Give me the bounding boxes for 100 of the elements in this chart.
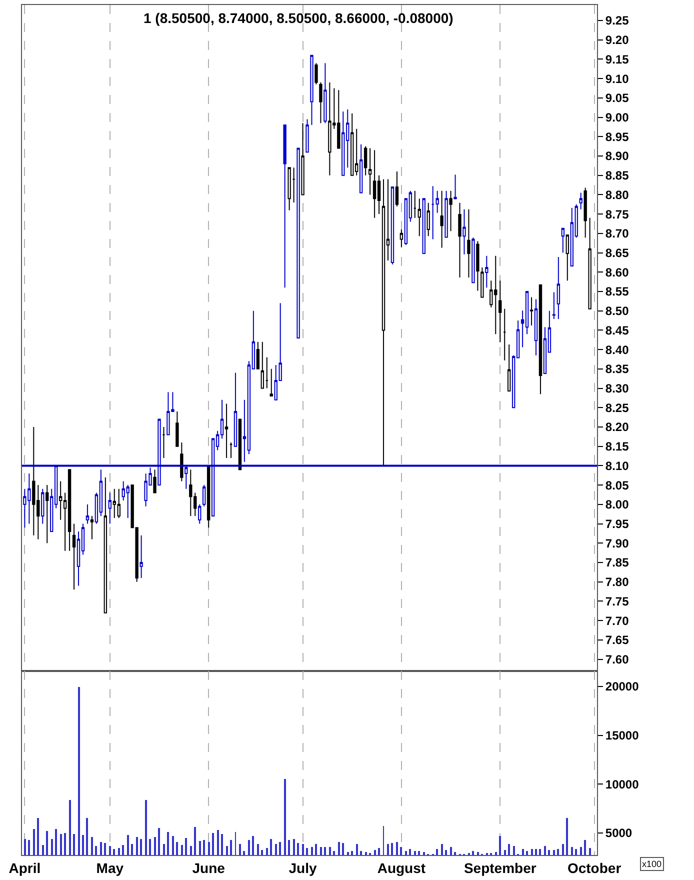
candlestick <box>395 170 399 207</box>
candlestick <box>472 237 475 284</box>
candlestick <box>260 341 264 389</box>
y-tick-label: 8.00 <box>605 498 630 512</box>
candlestick <box>189 469 192 517</box>
y-tick-label: 7.80 <box>605 575 630 590</box>
y-tick-label: 8.60 <box>605 265 630 280</box>
y-tick-label: 9.00 <box>605 110 630 124</box>
candlestick <box>46 484 49 544</box>
candlestick <box>538 284 542 395</box>
candlestick <box>180 442 184 482</box>
y-tick-label: 9.10 <box>605 72 630 86</box>
y-tick-label: 8.10 <box>605 458 630 473</box>
candlestick <box>108 492 112 524</box>
y-tick-label: 8.50 <box>605 304 630 318</box>
y-tick-label: 9.25 <box>605 14 630 28</box>
x-tick-label: September <box>464 860 537 876</box>
candlestick <box>579 192 582 210</box>
y-tick-label: 9.05 <box>605 91 630 106</box>
candlestick <box>530 296 534 326</box>
candlestick <box>444 190 448 238</box>
candlestick <box>467 208 470 278</box>
y-tick-label: 20000 <box>605 680 640 694</box>
candlestick <box>126 484 130 518</box>
candlestick <box>588 217 592 310</box>
candlestick <box>206 465 210 528</box>
y-tick-label: 8.55 <box>605 284 630 299</box>
candlestick <box>413 190 416 218</box>
candlestick <box>372 150 376 218</box>
y-tick-label: 8.30 <box>605 381 630 396</box>
candlestick <box>462 208 466 255</box>
y-tick-label: 8.95 <box>605 130 630 144</box>
candlestick <box>584 187 587 238</box>
candlestick <box>319 82 322 124</box>
candlestick <box>310 54 314 126</box>
candlestick <box>162 426 166 458</box>
candlestick <box>198 504 202 524</box>
y-tick-label: 8.40 <box>605 342 630 357</box>
candlestick <box>306 118 309 153</box>
candlestick <box>382 178 386 466</box>
candlestick <box>270 368 273 397</box>
candlestick <box>117 488 120 518</box>
candlestick <box>364 146 368 176</box>
y-tick-label: 10000 <box>605 777 640 792</box>
candlestick <box>556 256 560 320</box>
candlestick <box>498 280 502 343</box>
candlestick <box>140 534 143 578</box>
y-tick-label: 15000 <box>605 728 640 743</box>
candlestick <box>224 403 228 458</box>
candlestick <box>440 190 444 248</box>
y-tick-label: 7.75 <box>605 594 630 608</box>
candlestick <box>265 356 268 389</box>
x-tick-label: April <box>8 860 41 876</box>
y-tick-label: 8.45 <box>605 323 630 338</box>
candlestick <box>454 174 457 200</box>
candlestick <box>202 484 206 507</box>
y-tick-label: 9.20 <box>605 33 630 48</box>
candlestick <box>229 442 233 458</box>
y-tick-label: 8.65 <box>605 246 630 260</box>
candlestick <box>476 240 480 292</box>
candlestick <box>72 523 76 590</box>
candlestick <box>283 124 286 288</box>
candlestick <box>314 62 318 85</box>
candlestick <box>288 167 291 211</box>
y-tick-label: 8.35 <box>605 362 630 376</box>
candlestick <box>90 516 94 540</box>
y-tick-label: 7.70 <box>605 614 630 628</box>
chart-title: 1 (8.50500, 8.74000, 8.50500, 8.66000, -0.08000) <box>144 10 454 26</box>
x-tick-label: October <box>567 860 622 876</box>
candlestick <box>534 298 538 356</box>
y-tick-label: 7.95 <box>605 516 630 531</box>
y-tick-label: 8.75 <box>605 207 630 222</box>
candlestick <box>458 202 462 278</box>
text: x100 <box>642 859 662 869</box>
y-tick-label: 8.80 <box>605 188 630 202</box>
y-tick-label: 7.60 <box>605 652 630 666</box>
y-tick-label: 8.90 <box>605 149 630 164</box>
candlestick <box>256 341 260 370</box>
y-tick-label: 8.05 <box>605 478 630 492</box>
y-tick-label: 8.25 <box>605 400 630 415</box>
x-tick-label: May <box>96 860 124 876</box>
candlestick <box>104 476 108 614</box>
y-tick-label: 7.85 <box>605 556 630 570</box>
candlestick <box>86 504 90 524</box>
candlestick <box>342 110 345 176</box>
x-tick-label: July <box>288 860 317 876</box>
y-tick-label: 8.15 <box>605 440 630 454</box>
candlestick <box>68 469 72 552</box>
candlestick <box>41 488 44 524</box>
candlestick <box>176 411 179 447</box>
y-tick-label: 8.70 <box>605 226 630 241</box>
candlestick <box>234 372 238 447</box>
y-tick-label: 8.20 <box>605 420 630 434</box>
candlestick <box>153 469 156 494</box>
y-tick-label: 7.90 <box>605 536 630 550</box>
candlestick <box>368 148 372 196</box>
y-tick-label: 8.85 <box>605 168 630 183</box>
y-tick-label: 7.65 <box>605 633 630 648</box>
x-tick-label: June <box>192 860 226 876</box>
candlestick <box>552 292 556 320</box>
